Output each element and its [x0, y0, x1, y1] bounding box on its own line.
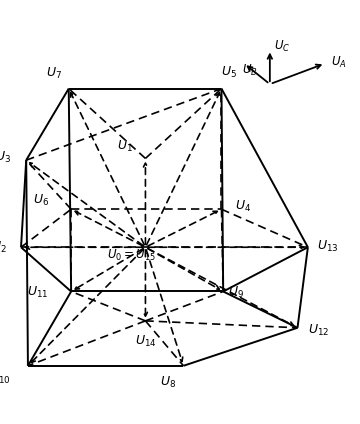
Text: $U_4$: $U_4$	[235, 199, 251, 214]
Text: $U_2$: $U_2$	[0, 240, 7, 255]
Text: $U_{14}$: $U_{14}$	[135, 334, 156, 349]
Text: $U_5$: $U_5$	[221, 64, 237, 80]
Text: $U_6$: $U_6$	[32, 192, 49, 207]
Text: $U_{10}$: $U_{10}$	[0, 371, 11, 386]
Text: $U_{13}$: $U_{13}$	[316, 239, 338, 254]
Text: $U_9$: $U_9$	[228, 285, 244, 300]
Text: $U_{11}$: $U_{11}$	[27, 285, 49, 300]
Text: $U_3$: $U_3$	[0, 150, 11, 165]
Text: $U_8$: $U_8$	[161, 375, 176, 390]
Text: $U_B$: $U_B$	[242, 63, 258, 78]
Text: $U_0{=}U_{15}$: $U_0{=}U_{15}$	[107, 248, 156, 263]
Text: $U_1$: $U_1$	[117, 139, 133, 154]
Text: $U_7$: $U_7$	[46, 66, 62, 81]
Text: $U_C$: $U_C$	[274, 39, 290, 54]
Text: $U_A$: $U_A$	[331, 55, 347, 70]
Text: $U_{12}$: $U_{12}$	[308, 323, 329, 338]
